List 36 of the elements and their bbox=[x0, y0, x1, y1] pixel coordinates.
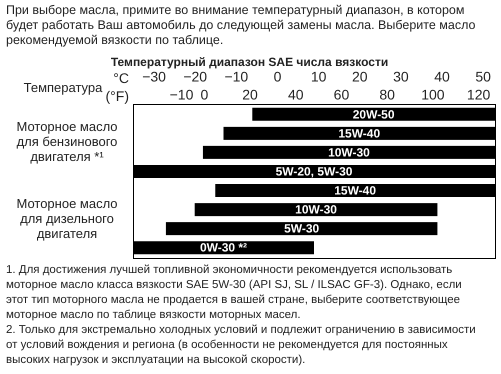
y-tick-label: 20W-50 bbox=[352, 107, 395, 122]
x-tick-label: 40 bbox=[434, 68, 450, 84]
x2-tick-label: −10 bbox=[170, 86, 194, 102]
y-tick-label: 5W-20, 5W-30 bbox=[276, 164, 353, 178]
chart-title: При выборе масла, примите во внимание температурный диапазон, в котором будет работать Ваш автомобиль до следующей замены масла. Выберите масло рекомендуемой вязкости по таблице. bbox=[6, 3, 476, 47]
x-tick-label: 30 bbox=[393, 68, 409, 84]
bar bbox=[166, 222, 438, 236]
y-tick-label: 15W-40 bbox=[338, 126, 380, 140]
text: 1. Для достижения лучшей топливной экономичности рекомендуется использовать моторное масло класса вязкости SAE 5W-30 (API SJ, SL / ILSAC GF-3). Однако, если этот тип моторного масла не продается в вашей стране, выберите соответствующее моторное масло по таблице вязкости моторных масел. bbox=[6, 264, 462, 321]
text: Моторное масло для дизельного двигателя bbox=[16, 196, 118, 241]
x2-tick-label: 20 bbox=[242, 86, 258, 102]
bar bbox=[194, 203, 438, 216]
x-tick-label: 0 bbox=[274, 68, 282, 84]
x2-tick-label: 120 bbox=[466, 86, 490, 102]
y-tick-label: 0W-30 *² bbox=[200, 240, 248, 255]
x2-tick-label: 80 bbox=[379, 86, 396, 102]
x-tick-label: 20 bbox=[352, 68, 368, 84]
x2-axis-title: (°F) bbox=[106, 88, 129, 104]
x-tick-label: −10 bbox=[224, 68, 248, 84]
x-axis-title: °C bbox=[113, 70, 129, 86]
chart-subtitle: Температурный диапазон SAE числа вязкости bbox=[110, 55, 388, 69]
y-tick-label: 15W-40 bbox=[334, 184, 376, 198]
text: Температура bbox=[24, 80, 104, 95]
x2-tick-label: 100 bbox=[421, 86, 445, 102]
x2-tick-label: 40 bbox=[288, 86, 304, 102]
x-tick-label: 10 bbox=[310, 68, 327, 84]
y-tick-label: 5W-30 bbox=[284, 222, 320, 236]
text: Моторное масло для бензинового двигателя *¹ bbox=[16, 119, 118, 164]
x2-tick-label: 60 bbox=[334, 86, 350, 102]
text: 2. Только для экстремально холодных условий и подлежит ограничению в зависимости от условий вождения и региона (в особенности не рекомендуется для постоянных высоких нагрузок и эксплуатации на высокой скорости). bbox=[6, 324, 476, 366]
y-tick-label: 10W-30 bbox=[295, 202, 338, 217]
y-tick-label: 10W-30 bbox=[328, 145, 370, 160]
x-tick-label: 50 bbox=[475, 68, 492, 84]
x-tick-label: −30 bbox=[142, 68, 166, 84]
x2-tick-label: 0 bbox=[200, 86, 208, 102]
x-tick-label: −20 bbox=[183, 68, 208, 84]
